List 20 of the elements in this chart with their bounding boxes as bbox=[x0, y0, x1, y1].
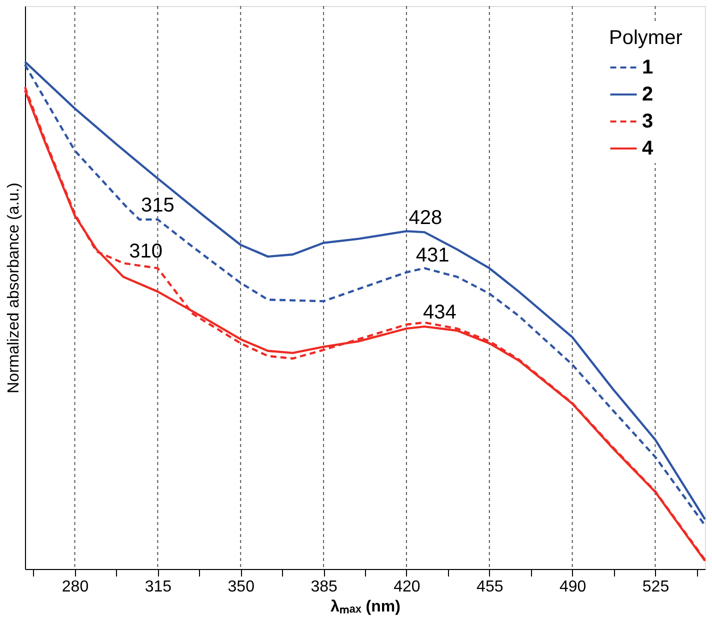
x-tick-label: 315 bbox=[144, 578, 172, 596]
annotation: 315 bbox=[140, 194, 174, 217]
legend-label: 3 bbox=[642, 110, 654, 132]
annotation: 434 bbox=[422, 302, 456, 324]
x-tick-label: 525 bbox=[642, 578, 670, 596]
legend-label: 2 bbox=[642, 84, 654, 106]
legend-label: 1 bbox=[642, 56, 654, 78]
x-axis-title: λₘₐₓ (nm) bbox=[330, 598, 400, 616]
y-axis-title: Normalized absorbance (a.u.) bbox=[6, 182, 22, 394]
x-tick-label: 455 bbox=[476, 578, 504, 596]
annotation: 310 bbox=[129, 240, 163, 263]
legend-label: 4 bbox=[642, 138, 654, 160]
x-tick-label: 280 bbox=[62, 578, 89, 596]
annotation: 431 bbox=[416, 244, 450, 267]
x-tick-label: 385 bbox=[310, 578, 338, 596]
legend-title: Polymer bbox=[609, 27, 683, 49]
x-tick-label: 420 bbox=[394, 578, 420, 596]
annotation: 428 bbox=[408, 207, 442, 230]
x-tick-label: 350 bbox=[228, 578, 255, 596]
x-tick-label: 490 bbox=[559, 578, 586, 596]
